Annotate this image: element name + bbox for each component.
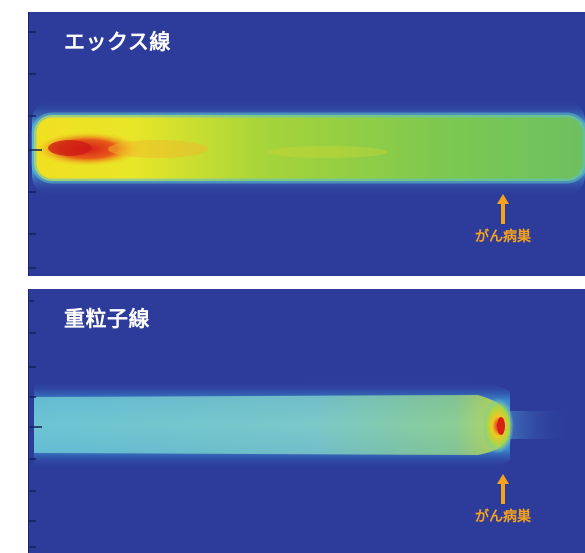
heavy-ion-dose-panel: 重粒子線 がん病巣	[28, 289, 585, 553]
heavy-ion-tumor-marker: がん病巣	[458, 474, 548, 526]
heavy-ion-panel-title: 重粒子線	[64, 307, 150, 331]
up-arrow-icon	[497, 194, 509, 224]
heavy-ion-tumor-label: がん病巣	[475, 509, 531, 525]
depth-axis-ticks-bottom	[28, 289, 42, 553]
depth-axis-ticks	[28, 12, 42, 276]
up-arrow-icon	[497, 474, 509, 504]
xray-dose-map	[28, 12, 585, 276]
heavy-ion-dose-map	[28, 289, 585, 553]
xray-dose-panel: エックス線 がん病巣	[28, 12, 585, 276]
xray-tumor-label: がん病巣	[475, 229, 531, 245]
xray-panel-title: エックス線	[64, 30, 171, 54]
xray-tumor-marker: がん病巣	[458, 194, 548, 246]
